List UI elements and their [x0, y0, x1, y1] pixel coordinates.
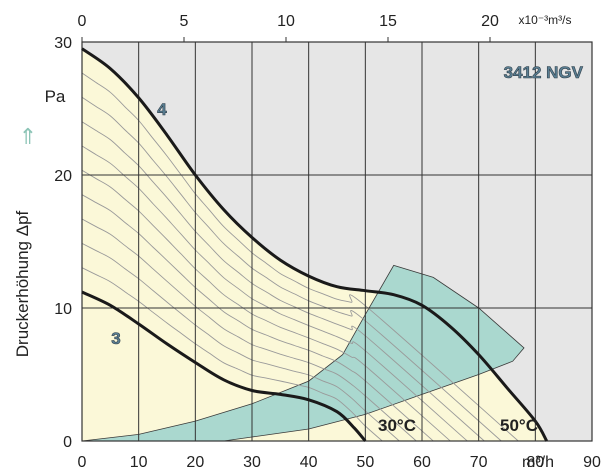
curve-4-label: 4 — [157, 100, 167, 119]
x-tick-label: 50 — [356, 454, 374, 471]
curve-4 — [81, 47, 549, 442]
x-axis-unit: m³/h — [522, 454, 554, 471]
chart-title: 3412 NGV — [504, 63, 584, 82]
up-arrow-icon: ⇑ — [19, 125, 37, 150]
x-tick-label: 10 — [130, 454, 148, 471]
x-tick-label: 90 — [583, 454, 601, 471]
y-tick-label: 30 — [54, 35, 72, 52]
speed-curve-5 — [81, 169, 451, 442]
speed-curve-3 — [81, 218, 417, 442]
speed-curve-8 — [81, 96, 502, 442]
x-tick-label: 80 — [526, 454, 544, 471]
plot-frame — [81, 41, 593, 442]
top-tick-label: 0 — [78, 13, 87, 30]
temp-30-label: 30°C — [378, 416, 416, 435]
temp-50-label: 50°C — [500, 416, 538, 435]
top-tick-label: 10 — [277, 13, 295, 30]
top-tick-label: 5 — [180, 13, 189, 30]
y-axis-label: Druckerhöhung Δpf — [13, 210, 32, 357]
x-tick-label: 60 — [413, 454, 431, 471]
intermediate-curves — [81, 72, 519, 442]
speed-curve-6 — [81, 145, 468, 442]
x-tick-label: 0 — [78, 454, 87, 471]
x-tick-label: 30 — [243, 454, 261, 471]
speed-curve-7 — [81, 121, 485, 442]
speed-curve-1 — [81, 267, 383, 442]
speed-curve-9 — [81, 72, 519, 442]
speed-curve-4 — [81, 194, 434, 442]
y-tick-label: 0 — [63, 434, 72, 451]
top-tick-label: 20 — [481, 13, 499, 30]
y-tick-label: 10 — [54, 301, 72, 318]
x-tick-label: 40 — [300, 454, 318, 471]
y-unit-label: Pa — [45, 87, 66, 106]
top-tick-label: 15 — [379, 13, 397, 30]
top-axis-unit: x10⁻³m³/s — [518, 13, 571, 27]
curve-3 — [81, 290, 367, 442]
speed-curve-2 — [81, 242, 400, 442]
x-tick-label: 70 — [470, 454, 488, 471]
x-tick-label: 20 — [186, 454, 204, 471]
y-tick-label: 20 — [54, 168, 72, 185]
curve-3-label: 3 — [111, 329, 120, 348]
